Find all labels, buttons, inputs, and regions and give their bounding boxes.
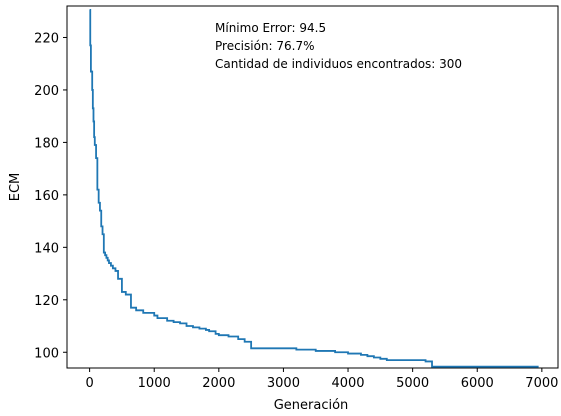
x-tick-label: 5000	[396, 376, 429, 391]
annotation-individuals: Cantidad de individuos encontrados: 300	[215, 57, 462, 71]
y-tick-label: 140	[34, 241, 59, 256]
x-tick-label: 7000	[525, 376, 558, 391]
annotation-precision: Precisión: 76.7%	[215, 39, 315, 53]
x-axis-title: Generación	[274, 398, 349, 413]
series-line	[89, 9, 539, 368]
x-tick-label: 6000	[461, 376, 494, 391]
x-axis: 0 1000 2000 3000 4000 5000 6000 7000	[85, 368, 558, 391]
y-tick-label: 200	[34, 84, 59, 99]
y-tick-label: 100	[34, 346, 59, 361]
plot-area-frame	[66, 5, 559, 369]
x-tick-label: 3000	[267, 376, 300, 391]
x-tick-label: 1000	[138, 376, 171, 391]
x-tick-label: 2000	[202, 376, 235, 391]
annotation-min-error: Mínimo Error: 94.5	[215, 21, 326, 35]
y-axis: 100 120 140 160 180 200 220	[34, 31, 67, 361]
x-tick-label: 0	[85, 376, 93, 391]
y-tick-label: 120	[34, 294, 59, 309]
y-tick-label: 160	[34, 189, 59, 204]
y-tick-label: 180	[34, 136, 59, 151]
y-axis-title: ECM	[8, 173, 23, 202]
x-tick-label: 4000	[331, 376, 364, 391]
y-tick-label: 220	[34, 31, 59, 46]
